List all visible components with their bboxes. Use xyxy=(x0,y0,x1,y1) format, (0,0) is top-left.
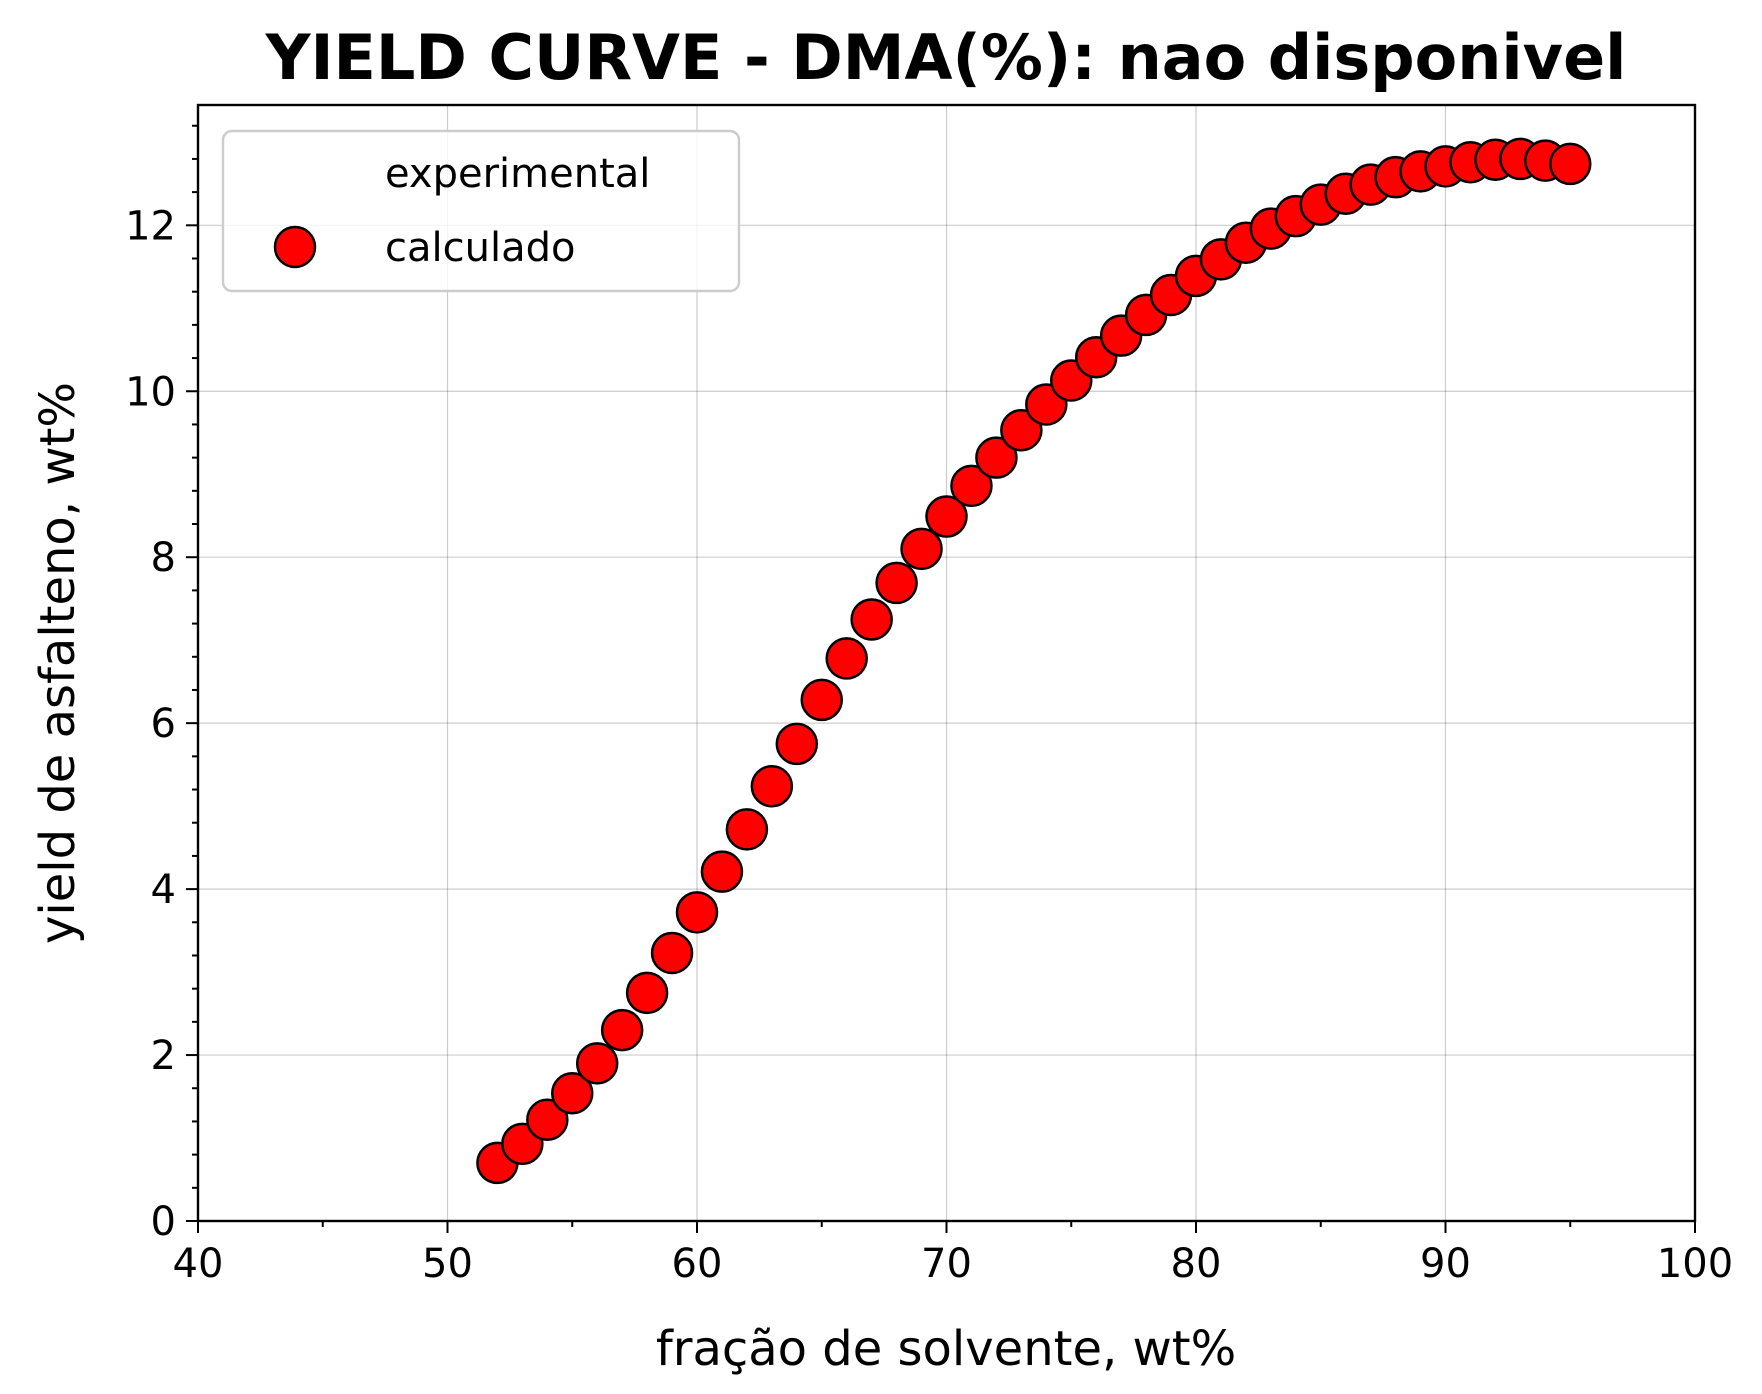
data-point xyxy=(825,637,868,680)
y-tick-label: 0 xyxy=(151,1199,176,1245)
data-point xyxy=(675,891,719,934)
data-point xyxy=(575,1042,619,1085)
data-point xyxy=(900,527,943,571)
x-tick-label: 100 xyxy=(1657,1241,1733,1287)
y-axis-label: yield de asfalteno, wt% xyxy=(30,382,86,944)
legend-entry-experimental: experimental xyxy=(385,151,650,197)
data-point xyxy=(875,561,918,605)
data-point xyxy=(725,808,769,851)
x-tick-label: 70 xyxy=(921,1241,972,1287)
x-axis-label: fração de solvente, wt% xyxy=(656,1321,1236,1377)
axis-tick-labels: 40 50 60 70 80 90 100 0 2 4 6 8 10 12 xyxy=(125,203,1733,1287)
legend-box xyxy=(221,129,741,293)
data-point xyxy=(975,436,1018,479)
chart-title: YIELD CURVE - DMA(%): nao disponivel xyxy=(265,21,1627,94)
y-tick-label: 6 xyxy=(151,701,176,747)
data-point xyxy=(526,1098,569,1142)
x-tick-label: 40 xyxy=(173,1241,224,1287)
y-tick-label: 4 xyxy=(151,867,176,913)
y-tick-label: 10 xyxy=(125,369,176,415)
legend-entry-calculado: calculado xyxy=(385,225,575,271)
plot-frame xyxy=(196,103,1697,1223)
x-tick-label: 60 xyxy=(672,1241,723,1287)
x-tick-label: 80 xyxy=(1171,1241,1222,1287)
data-point xyxy=(1549,142,1592,186)
x-tick-label: 90 xyxy=(1420,1241,1471,1287)
data-point xyxy=(650,931,694,975)
y-tick-label: 8 xyxy=(151,535,176,581)
data-point xyxy=(950,464,993,508)
data-point xyxy=(551,1071,594,1115)
data-point xyxy=(850,598,893,641)
x-tick-label: 50 xyxy=(422,1241,473,1287)
data-point xyxy=(925,495,968,538)
data-points-calculado xyxy=(476,137,1592,1185)
data-point xyxy=(750,764,794,808)
data-point xyxy=(600,1008,644,1052)
data-point xyxy=(1000,409,1043,452)
data-point xyxy=(700,850,744,893)
y-tick-label: 2 xyxy=(151,1033,176,1079)
data-point xyxy=(800,678,843,722)
data-point xyxy=(775,722,819,766)
y-tick-label: 12 xyxy=(125,203,176,249)
legend: experimental calculado xyxy=(221,129,741,293)
legend-marker-calculado xyxy=(273,225,317,269)
data-point xyxy=(625,971,669,1015)
